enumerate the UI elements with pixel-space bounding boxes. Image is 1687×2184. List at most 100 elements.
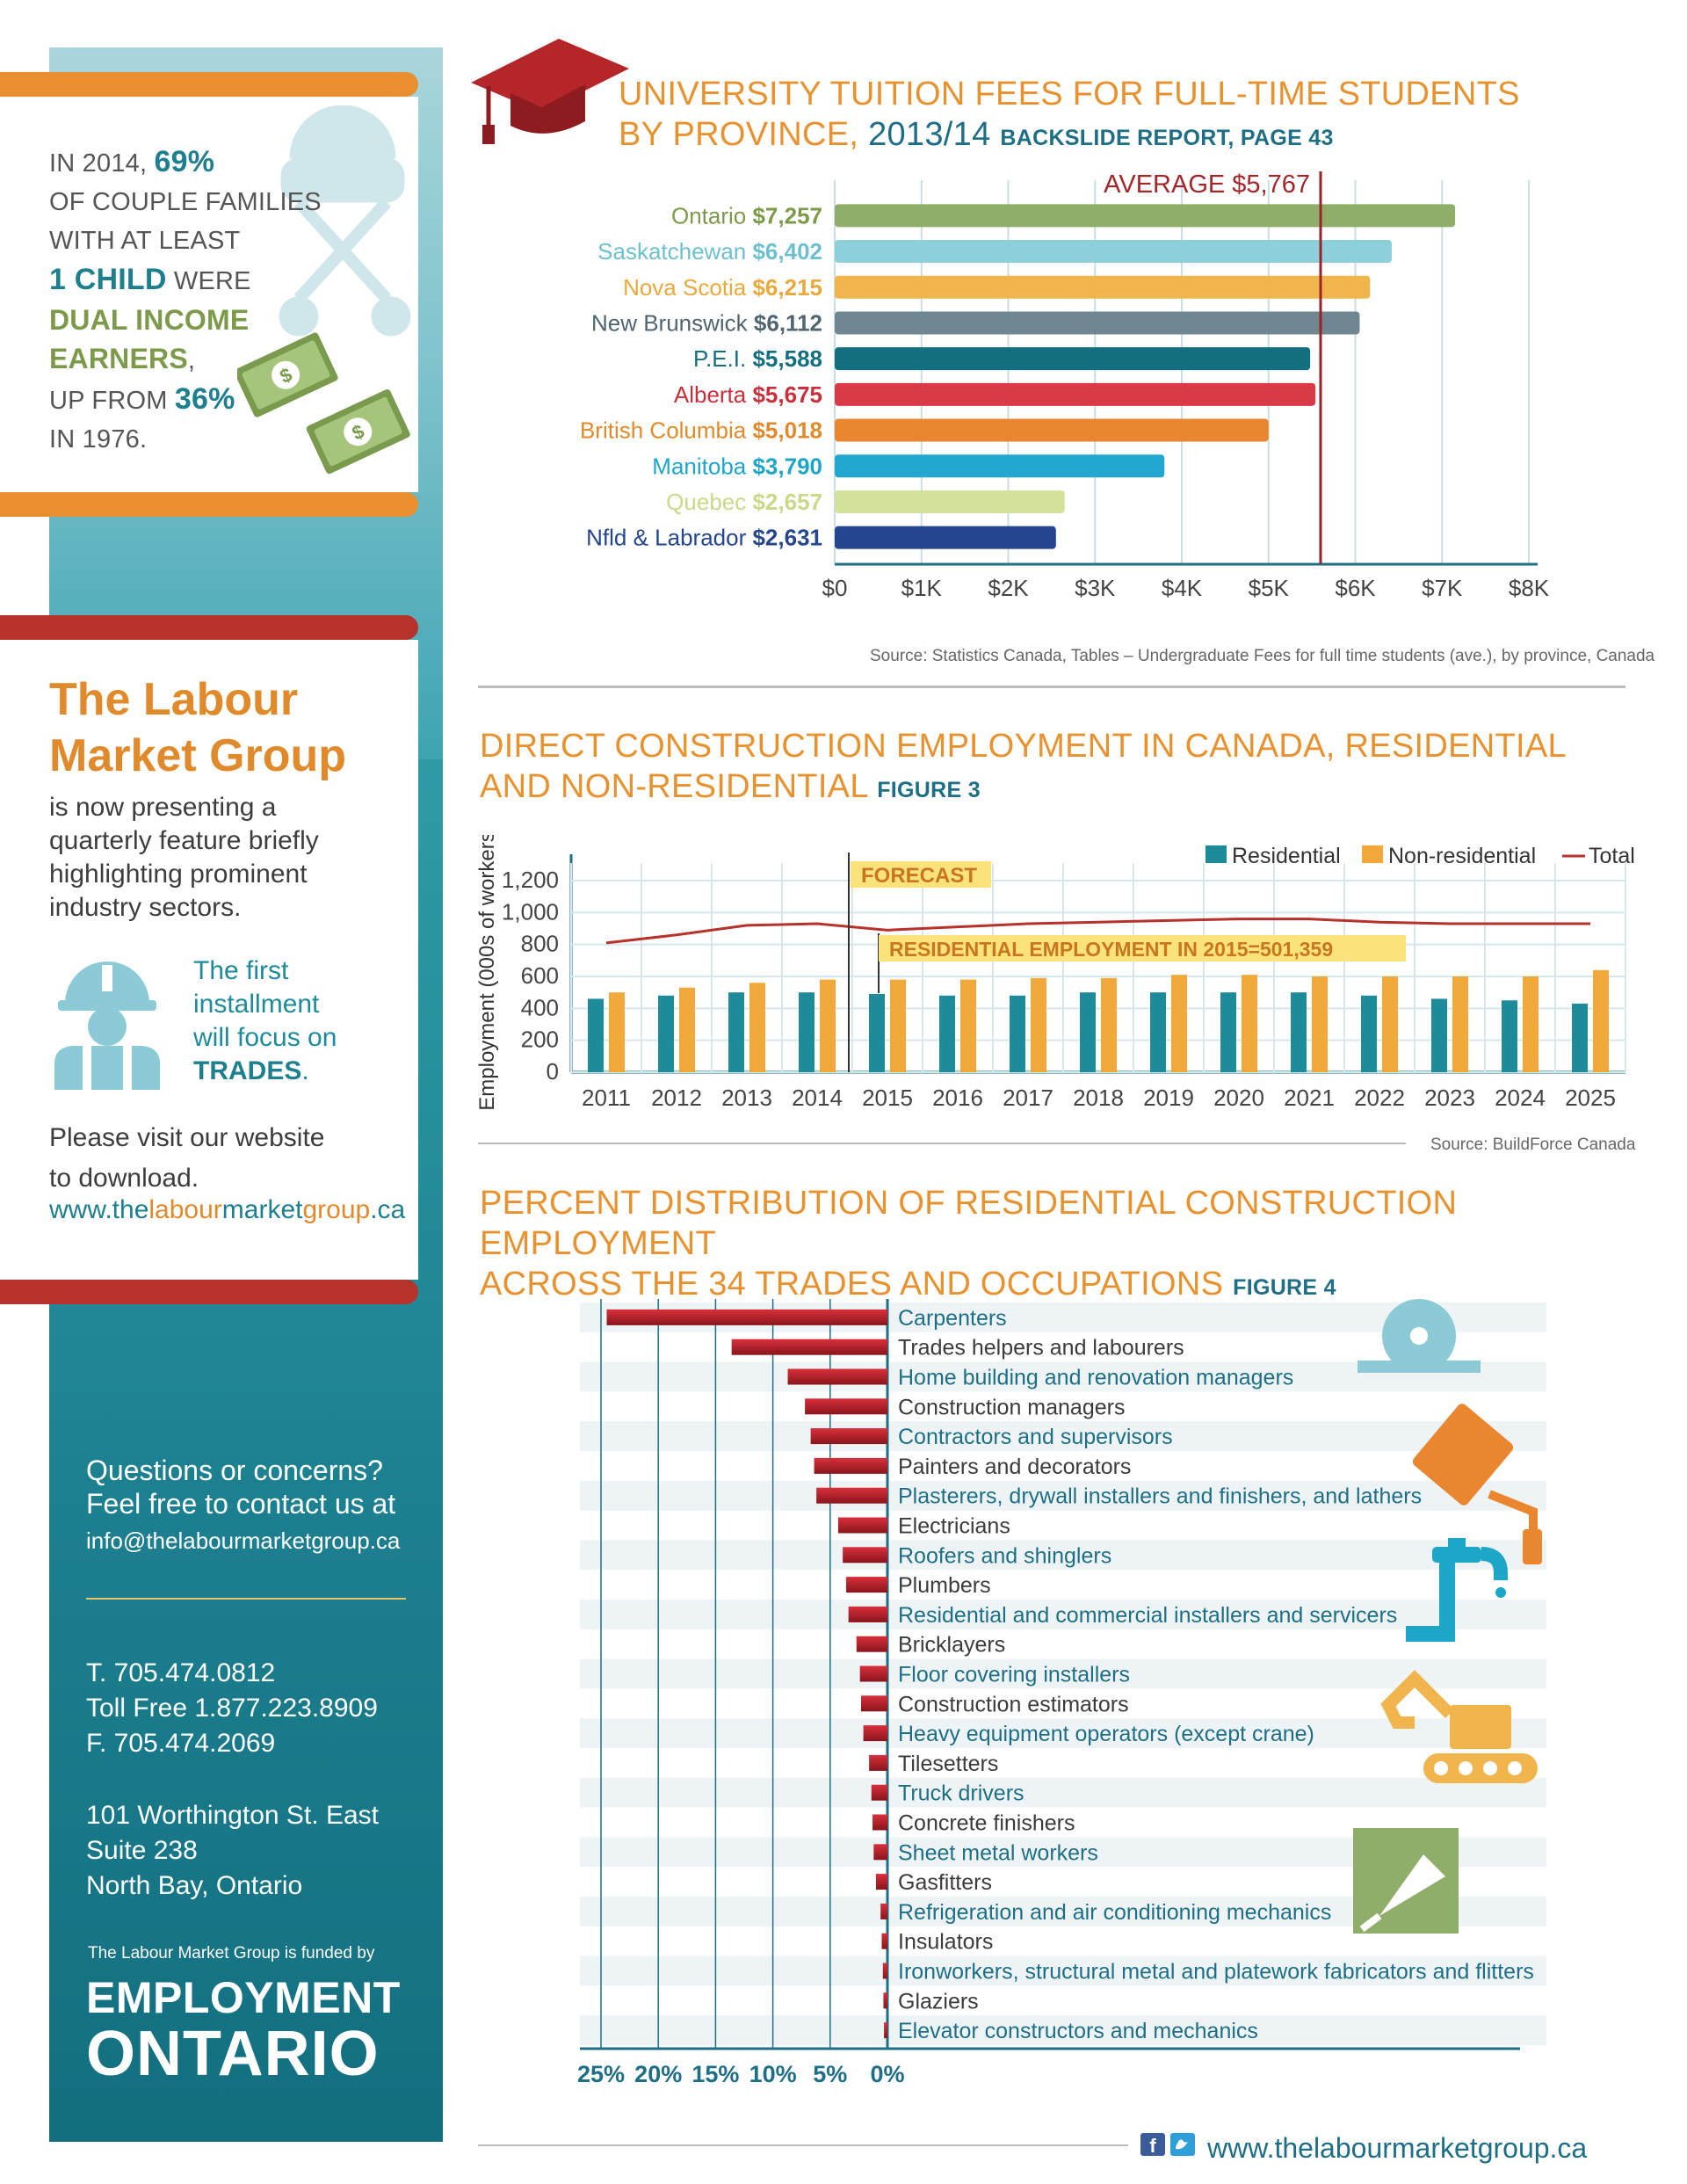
- distribution-category-label: Electricians: [898, 1514, 1010, 1539]
- divider-2: [478, 1143, 1406, 1144]
- distribution-bar: [837, 1517, 887, 1534]
- stat-card-top-bar: [0, 72, 418, 97]
- logo-ontario: ONTARIO: [86, 2019, 380, 2089]
- construction-x-tick-label: 2021: [1284, 1085, 1335, 1111]
- distribution-category-label: Roofers and shinglers: [898, 1543, 1111, 1568]
- facebook-icon[interactable]: [1140, 2133, 1165, 2156]
- construction-bar-nonresidential: [1242, 975, 1257, 1072]
- distribution-stripe: [580, 1777, 1546, 1808]
- lmg-card: The Labour Market Group is now presentin…: [0, 640, 418, 1280]
- lmg-visit-line: Please visit our website: [49, 1123, 325, 1152]
- distribution-bar: [881, 1933, 887, 1949]
- lmg-focus-line: The first: [193, 956, 289, 985]
- contact-address-line: 101 Worthington St. East: [86, 1801, 379, 1830]
- construction-title-line2: AND NON-RESIDENTIAL: [480, 768, 868, 805]
- distribution-gridlines: [580, 1299, 1520, 2050]
- distribution-category-label: Elevator constructors and mechanics: [898, 2019, 1258, 2043]
- tuition-x-tick-label: $7K: [1422, 575, 1463, 601]
- tuition-bar: [835, 418, 1269, 442]
- distribution-category-label: Refrigeration and air conditioning mecha…: [898, 1900, 1331, 1925]
- tuition-bar: [835, 526, 1056, 549]
- distribution-bar: [882, 1963, 887, 1979]
- legend-label-total: Total: [1589, 844, 1634, 868]
- construction-x-tick-label: 2013: [721, 1085, 772, 1111]
- distribution-category-label: Trades helpers and labourers: [898, 1336, 1184, 1360]
- distribution-bar: [884, 2022, 887, 2039]
- stat-line7: UP FROM: [49, 387, 168, 415]
- distribution-category-label: Floor covering installers: [898, 1663, 1130, 1687]
- construction-bar-residential: [1220, 992, 1236, 1072]
- distribution-bar: [810, 1428, 887, 1445]
- distribution-bar: [869, 1754, 887, 1771]
- legend-label-residential: Residential: [1232, 844, 1341, 868]
- distribution-category-label: Insulators: [898, 1930, 993, 1955]
- distribution-stripe: [580, 1955, 1546, 1986]
- distribution-category-label: Construction managers: [898, 1395, 1125, 1419]
- tuition-x-tick-label: $2K: [988, 575, 1029, 601]
- distribution-bars: [606, 1309, 887, 2039]
- url-part: .ca: [370, 1195, 406, 1224]
- stat-card-bottom-bar: [0, 492, 418, 517]
- distribution-bar: [883, 1992, 887, 2009]
- distribution-x-tick-label: 20%: [634, 2061, 682, 2087]
- tuition-category-label: Alberta $5,675: [674, 381, 822, 408]
- distribution-stripe: [580, 1658, 1546, 1689]
- tuition-chart: Ontario $7,257 Saskatchewan $6,402 Nova Sc…: [580, 171, 1550, 601]
- distribution-category-label: Bricklayers: [898, 1633, 1005, 1658]
- stat-earners: EARNERS: [49, 343, 188, 374]
- distribution-bar: [846, 1577, 887, 1593]
- distribution-title: PERCENT DISTRIBUTION OF RESIDENTIAL CONS…: [480, 1183, 1687, 1308]
- construction-x-tick-label: 2022: [1354, 1085, 1405, 1111]
- saw-blade-icon: [1358, 1299, 1481, 1373]
- lmg-title-line1: The Labour: [49, 674, 299, 725]
- construction-y-tick-label: 0: [547, 1058, 559, 1085]
- residential-employment-label: RESIDENTIAL EMPLOYMENT IN 2015=501,359: [889, 938, 1333, 961]
- distribution-category-label: Gasfitters: [898, 1870, 992, 1895]
- tuition-bar: [835, 240, 1392, 264]
- construction-y-axis-label: Employment (000s of workers): [475, 835, 499, 1111]
- distribution-stripe: [580, 1600, 1546, 1629]
- lmg-title-line2: Market Group: [49, 730, 347, 781]
- construction-bar-residential: [869, 993, 885, 1072]
- distribution-bar: [731, 1339, 887, 1355]
- construction-bar-nonresidential: [1101, 977, 1117, 1072]
- divider-1: [478, 686, 1625, 688]
- contact-phone-block: T. 705.474.0812 Toll Free 1.877.223.8909…: [86, 1656, 378, 1761]
- footer-website-link[interactable]: www.thelabourmarketgroup.ca: [1207, 2132, 1588, 2164]
- logo-employment: EMPLOYMENT: [86, 1973, 401, 2022]
- construction-bar-nonresidential: [820, 979, 836, 1072]
- tuition-source: Source: Statistics Canada, Tables – Unde…: [870, 647, 1655, 665]
- contact-email-link[interactable]: info@thelabourmarketgroup.ca: [86, 1527, 401, 1554]
- contact-phone: T. 705.474.0812: [86, 1658, 276, 1687]
- legend-label-nonresidential: Non-residential: [1388, 844, 1536, 868]
- construction-worker-icon: [54, 961, 160, 1090]
- construction-annotations: FORECAST RESIDENTIAL EMPLOYMENT IN 2015=5…: [848, 853, 1406, 1072]
- construction-bar-residential: [1291, 992, 1307, 1072]
- distribution-bar: [859, 1665, 887, 1682]
- contact-tollfree: Toll Free 1.877.223.8909: [86, 1694, 378, 1723]
- stroller-icon: [279, 105, 411, 337]
- lmg-body-line: is now presenting a: [49, 793, 277, 822]
- distribution-stripe: [580, 1718, 1546, 1748]
- contact-address-line: North Bay, Ontario: [86, 1871, 303, 1900]
- distribution-title-line2: ACROSS THE 34 TRADES AND OCCUPATIONS: [480, 1266, 1224, 1302]
- construction-bar-residential: [799, 992, 815, 1072]
- tuition-bar: [835, 311, 1360, 335]
- construction-title: DIRECT CONSTRUCTION EMPLOYMENT IN CANADA…: [480, 726, 1567, 810]
- construction-bar-nonresidential: [1312, 976, 1328, 1072]
- distribution-category-label: Ironworkers, structural metal and platew…: [898, 1960, 1534, 1984]
- distribution-category-label: Residential and commercial installers an…: [898, 1603, 1397, 1628]
- construction-bar-nonresidential: [1382, 976, 1398, 1072]
- distribution-x-tick-label: 25%: [577, 2061, 625, 2087]
- construction-bar-nonresidential: [1523, 976, 1539, 1072]
- footer-divider: [478, 2144, 1128, 2146]
- construction-bar-residential: [939, 995, 955, 1072]
- distribution-category-label: Truck drivers: [898, 1781, 1025, 1806]
- construction-bar-residential: [1080, 992, 1096, 1072]
- lmg-body-line: quarterly feature briefly: [49, 826, 319, 855]
- lmg-website-link[interactable]: www.thelabourmarketgroup.ca: [49, 1195, 405, 1225]
- tuition-category-label: New Brunswick $6,112: [591, 309, 822, 336]
- construction-bar-nonresidential: [960, 979, 976, 1072]
- distribution-ticks: 25% 20% 15% 10% 5% 0%: [577, 2061, 905, 2087]
- construction-bar-nonresidential: [1452, 976, 1468, 1072]
